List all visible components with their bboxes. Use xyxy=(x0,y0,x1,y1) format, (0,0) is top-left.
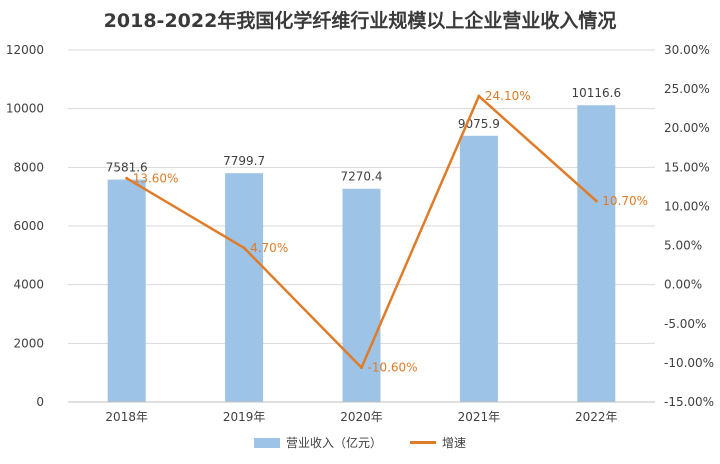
y-right-tick-label: 0.00% xyxy=(664,278,702,292)
legend-label-revenue: 营业收入（亿元） xyxy=(285,436,382,450)
legend-swatch-revenue xyxy=(253,437,280,448)
bar-value-label: 7581.6 xyxy=(106,161,148,175)
line-value-label: 24.10% xyxy=(485,89,531,103)
y-right-tick-label: -10.00% xyxy=(664,356,714,370)
legend-label-growth: 增速 xyxy=(442,436,467,450)
legend: 营业收入（亿元） 增速 xyxy=(0,434,720,451)
line-value-label: 10.70% xyxy=(602,194,648,208)
bar xyxy=(225,173,264,402)
y-right-tick-label: 30.00% xyxy=(664,43,710,57)
line-value-label: 13.60% xyxy=(133,171,179,185)
y-left-tick-label: 10000 xyxy=(6,102,44,116)
bar xyxy=(577,105,616,402)
x-tick-label: 2020年 xyxy=(340,410,383,424)
bar-value-label: 7799.7 xyxy=(223,154,265,168)
y-right-tick-label: 10.00% xyxy=(664,199,710,213)
chart-title: 2018-2022年我国化学纤维行业规模以上企业营业收入情况 xyxy=(103,10,617,32)
legend-swatch-growth xyxy=(410,441,436,444)
legend-item-growth: 增速 xyxy=(410,434,466,451)
line-point xyxy=(360,366,363,370)
y-left-tick-label: 12000 xyxy=(6,43,44,57)
y-right-tick-label: -5.00% xyxy=(664,317,706,331)
y-right-tick-label: 25.00% xyxy=(664,82,710,96)
legend-item-revenue: 营业收入（亿元） xyxy=(253,434,382,451)
y-right-tick-label: 5.00% xyxy=(664,239,702,253)
line-value-label: -10.60% xyxy=(368,361,418,375)
bar xyxy=(107,179,146,402)
y-left-tick-label: 6000 xyxy=(13,219,44,233)
line-point xyxy=(477,94,481,98)
y-left-tick-label: 0 xyxy=(36,395,44,409)
x-tick-label: 2022年 xyxy=(575,410,618,424)
y-right-tick-label: 20.00% xyxy=(664,121,710,135)
y-left-tick-label: 4000 xyxy=(13,278,44,292)
line-point xyxy=(242,246,246,250)
x-tick-label: 2019年 xyxy=(223,410,266,424)
bar-value-label: 7270.4 xyxy=(341,170,383,184)
bar xyxy=(459,135,498,402)
y-left-tick-label: 2000 xyxy=(13,336,44,350)
line-point xyxy=(594,199,598,203)
x-tick-label: 2018年 xyxy=(105,410,148,424)
line-point xyxy=(125,176,129,180)
y-left-tick-label: 8000 xyxy=(13,160,44,174)
y-right-tick-label: 15.00% xyxy=(664,160,710,174)
y-right-tick-label: -15.00% xyxy=(664,395,714,409)
bar-value-label: 10116.6 xyxy=(571,86,621,100)
line-value-label: 4.70% xyxy=(250,241,288,255)
x-tick-label: 2021年 xyxy=(458,410,501,424)
